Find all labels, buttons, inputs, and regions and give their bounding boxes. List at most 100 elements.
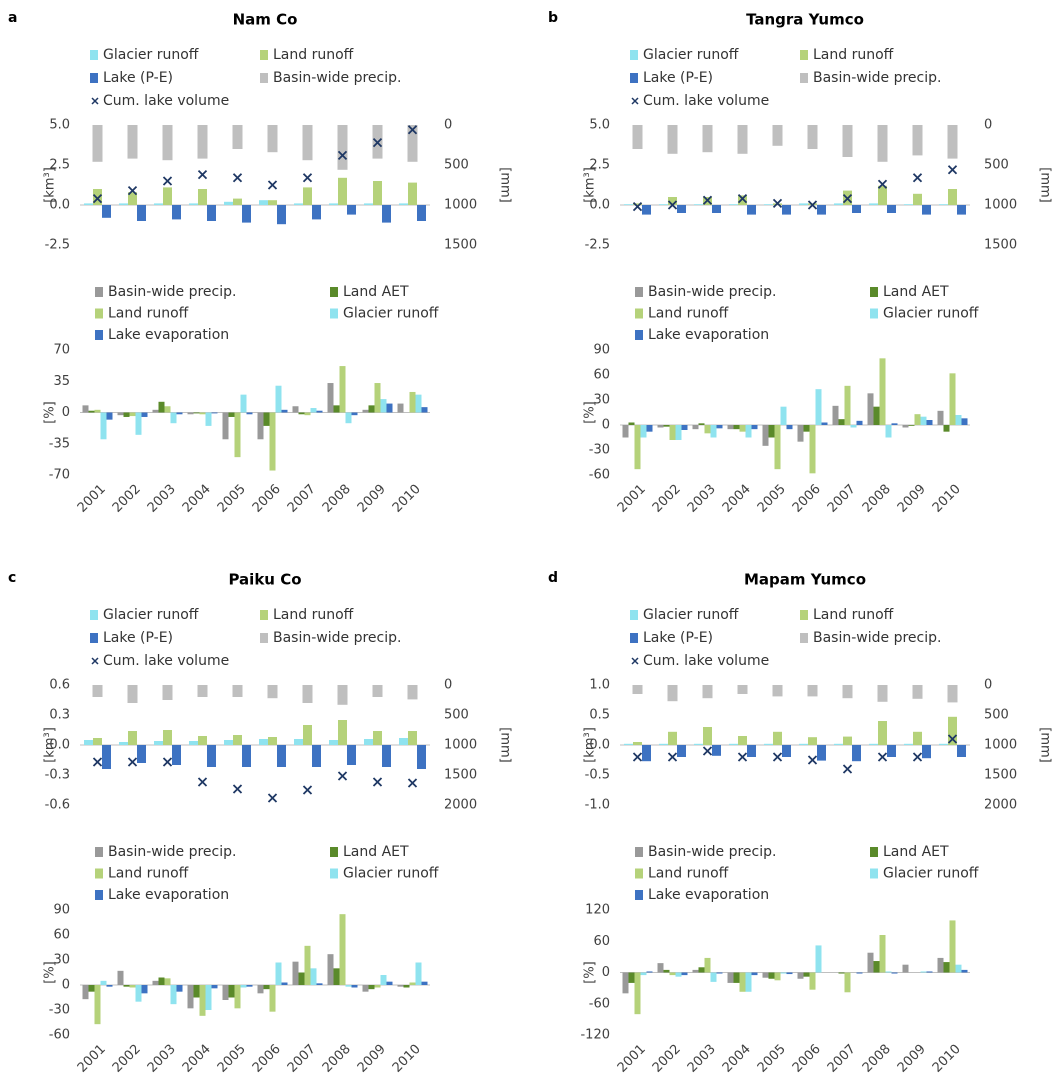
- bar: [176, 985, 183, 992]
- legend-label: Cum. lake volume: [643, 653, 769, 669]
- volume-marker: [807, 755, 818, 765]
- bar: [838, 419, 845, 425]
- bar: [887, 745, 896, 757]
- bar: [704, 425, 711, 434]
- bar: [729, 204, 738, 205]
- bar: [710, 972, 717, 982]
- bar: [885, 971, 892, 973]
- precip-bar: [232, 685, 243, 697]
- bar: [128, 192, 137, 205]
- legend-label: Basin-wide precip.: [273, 70, 401, 86]
- bar: [873, 961, 880, 973]
- legend-label: Land runoff: [813, 607, 894, 623]
- bar: [373, 731, 382, 745]
- y-tick-label: 2.5: [49, 158, 70, 173]
- bar: [949, 920, 956, 973]
- y-tick-label: -30: [49, 1003, 70, 1018]
- legend-swatch: [330, 868, 338, 879]
- bar: [663, 425, 670, 427]
- precip-bar: [912, 125, 923, 156]
- legend-label: Glacier runoff: [883, 306, 979, 322]
- y2-axis-label: [mm]: [1038, 167, 1053, 202]
- bar: [82, 405, 89, 413]
- legend-swatch: [635, 847, 643, 857]
- bar: [135, 412, 142, 435]
- volume-marker: [372, 137, 383, 148]
- y-tick-label: 0: [602, 418, 610, 433]
- legend-swatch: [90, 73, 98, 83]
- bar: [780, 972, 787, 974]
- bar: [339, 914, 346, 985]
- bar: [659, 743, 668, 745]
- volume-marker: [127, 185, 138, 196]
- bar: [817, 745, 826, 761]
- y-tick-label: -0.6: [45, 798, 70, 813]
- precip-bar: [807, 685, 818, 697]
- x-tick-label: 2005: [215, 482, 249, 516]
- bar: [885, 425, 892, 438]
- legend-label: Glacier runoff: [343, 306, 439, 322]
- bar: [277, 745, 286, 767]
- bar: [949, 373, 956, 425]
- chart-title: Mapam Yumco: [744, 571, 866, 589]
- precip-bar: [372, 685, 383, 697]
- y-tick-label: 0.0: [589, 198, 610, 213]
- x-tick-label: 2003: [145, 482, 179, 516]
- bar: [878, 721, 887, 745]
- volume-marker: [127, 757, 138, 767]
- x-tick-label: 2006: [250, 1042, 284, 1076]
- volume-marker: [267, 793, 278, 803]
- y-tick-label: 90: [593, 343, 610, 358]
- y2-tick-label: 0: [984, 118, 992, 133]
- bar: [642, 745, 651, 762]
- bar: [102, 745, 111, 769]
- y2-tick-label: 1000: [984, 738, 1017, 753]
- precip-bar: [737, 125, 748, 154]
- legend-swatch: [95, 868, 103, 879]
- volume-marker: [232, 784, 243, 794]
- y-tick-label: 0.5: [589, 708, 610, 723]
- legend-label: Glacier runoff: [643, 47, 739, 63]
- x-tick-label: 2001: [75, 482, 109, 516]
- precip-bar: [807, 125, 818, 149]
- bar: [844, 385, 851, 425]
- x-tick-label: 2002: [110, 1042, 144, 1076]
- bar: [817, 205, 826, 215]
- bar: [275, 385, 282, 413]
- volume-marker: [302, 785, 313, 795]
- legend-label: Glacier runoff: [343, 866, 439, 882]
- bar: [123, 985, 130, 987]
- x-tick-label: 2001: [75, 1042, 109, 1076]
- x-tick-label: 2004: [720, 1042, 754, 1076]
- bar: [869, 743, 878, 745]
- y-tick-label: -2.5: [45, 238, 70, 253]
- precip-bar: [92, 125, 103, 162]
- volume-marker: [667, 200, 678, 210]
- bar: [675, 425, 682, 440]
- bar: [374, 383, 381, 413]
- bar: [408, 182, 417, 205]
- bar: [751, 972, 758, 976]
- bar: [403, 985, 410, 988]
- bar: [421, 981, 428, 985]
- y-tick-label: -60: [49, 1028, 70, 1043]
- x-tick-label: 2010: [930, 1042, 964, 1076]
- y-tick-label: 0: [62, 978, 70, 993]
- y-tick-label: 0.0: [49, 198, 70, 213]
- bar: [961, 969, 968, 973]
- bar: [292, 406, 299, 413]
- bar: [189, 741, 198, 745]
- bar: [158, 977, 165, 985]
- legend-swatch: [800, 633, 808, 643]
- legend-swatch: [870, 308, 878, 319]
- bar: [205, 412, 212, 426]
- legend-label: Glacier runoff: [103, 47, 199, 63]
- x-tick-label: 2010: [390, 482, 424, 516]
- y-tick-label: -120: [580, 1028, 610, 1043]
- y-tick-label: -0.5: [585, 768, 610, 783]
- bar: [94, 409, 101, 413]
- bar: [640, 972, 647, 976]
- bar: [867, 952, 874, 973]
- bar: [797, 425, 804, 442]
- bar: [727, 972, 734, 983]
